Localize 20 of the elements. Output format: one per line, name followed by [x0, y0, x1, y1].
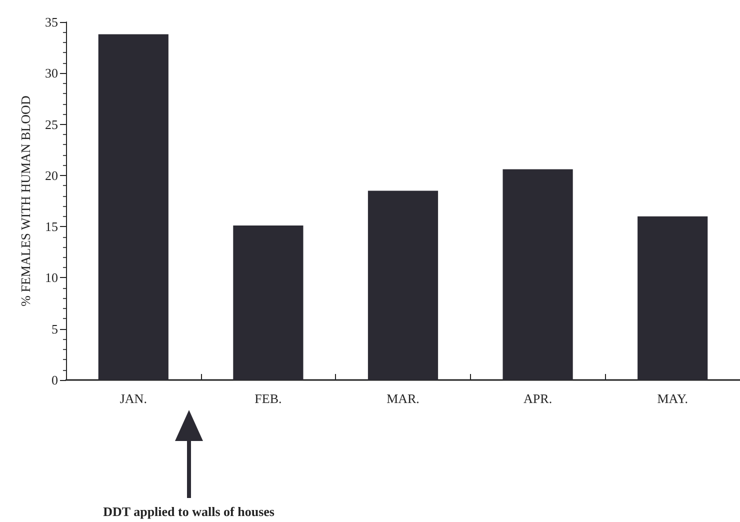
y-tick-label: 10: [45, 270, 58, 286]
x-tick-label: FEB.: [254, 391, 282, 406]
y-tick-label: 20: [45, 168, 58, 183]
y-tick-label: 15: [45, 219, 58, 234]
x-tick-label: MAR.: [386, 391, 420, 406]
bar: [233, 226, 304, 380]
y-tick-label: 30: [45, 66, 58, 81]
x-tick-label: APR.: [524, 391, 552, 406]
y-tick-label: 35: [45, 14, 58, 30]
bar: [368, 190, 438, 380]
text: DDT applied to walls of houses: [103, 504, 274, 520]
y-tick-label: 5: [52, 321, 58, 336]
y-tick-label: 25: [45, 116, 58, 132]
x-tick-label: MAY.: [657, 391, 688, 406]
y-axis-title: % FEMALES WITH HUMAN BLOOD: [18, 96, 33, 306]
y-tick-label: 0: [52, 372, 58, 388]
bar: [502, 169, 573, 380]
bar: [98, 34, 168, 380]
bar: [638, 216, 708, 380]
x-tick-label: JAN.: [120, 391, 147, 406]
